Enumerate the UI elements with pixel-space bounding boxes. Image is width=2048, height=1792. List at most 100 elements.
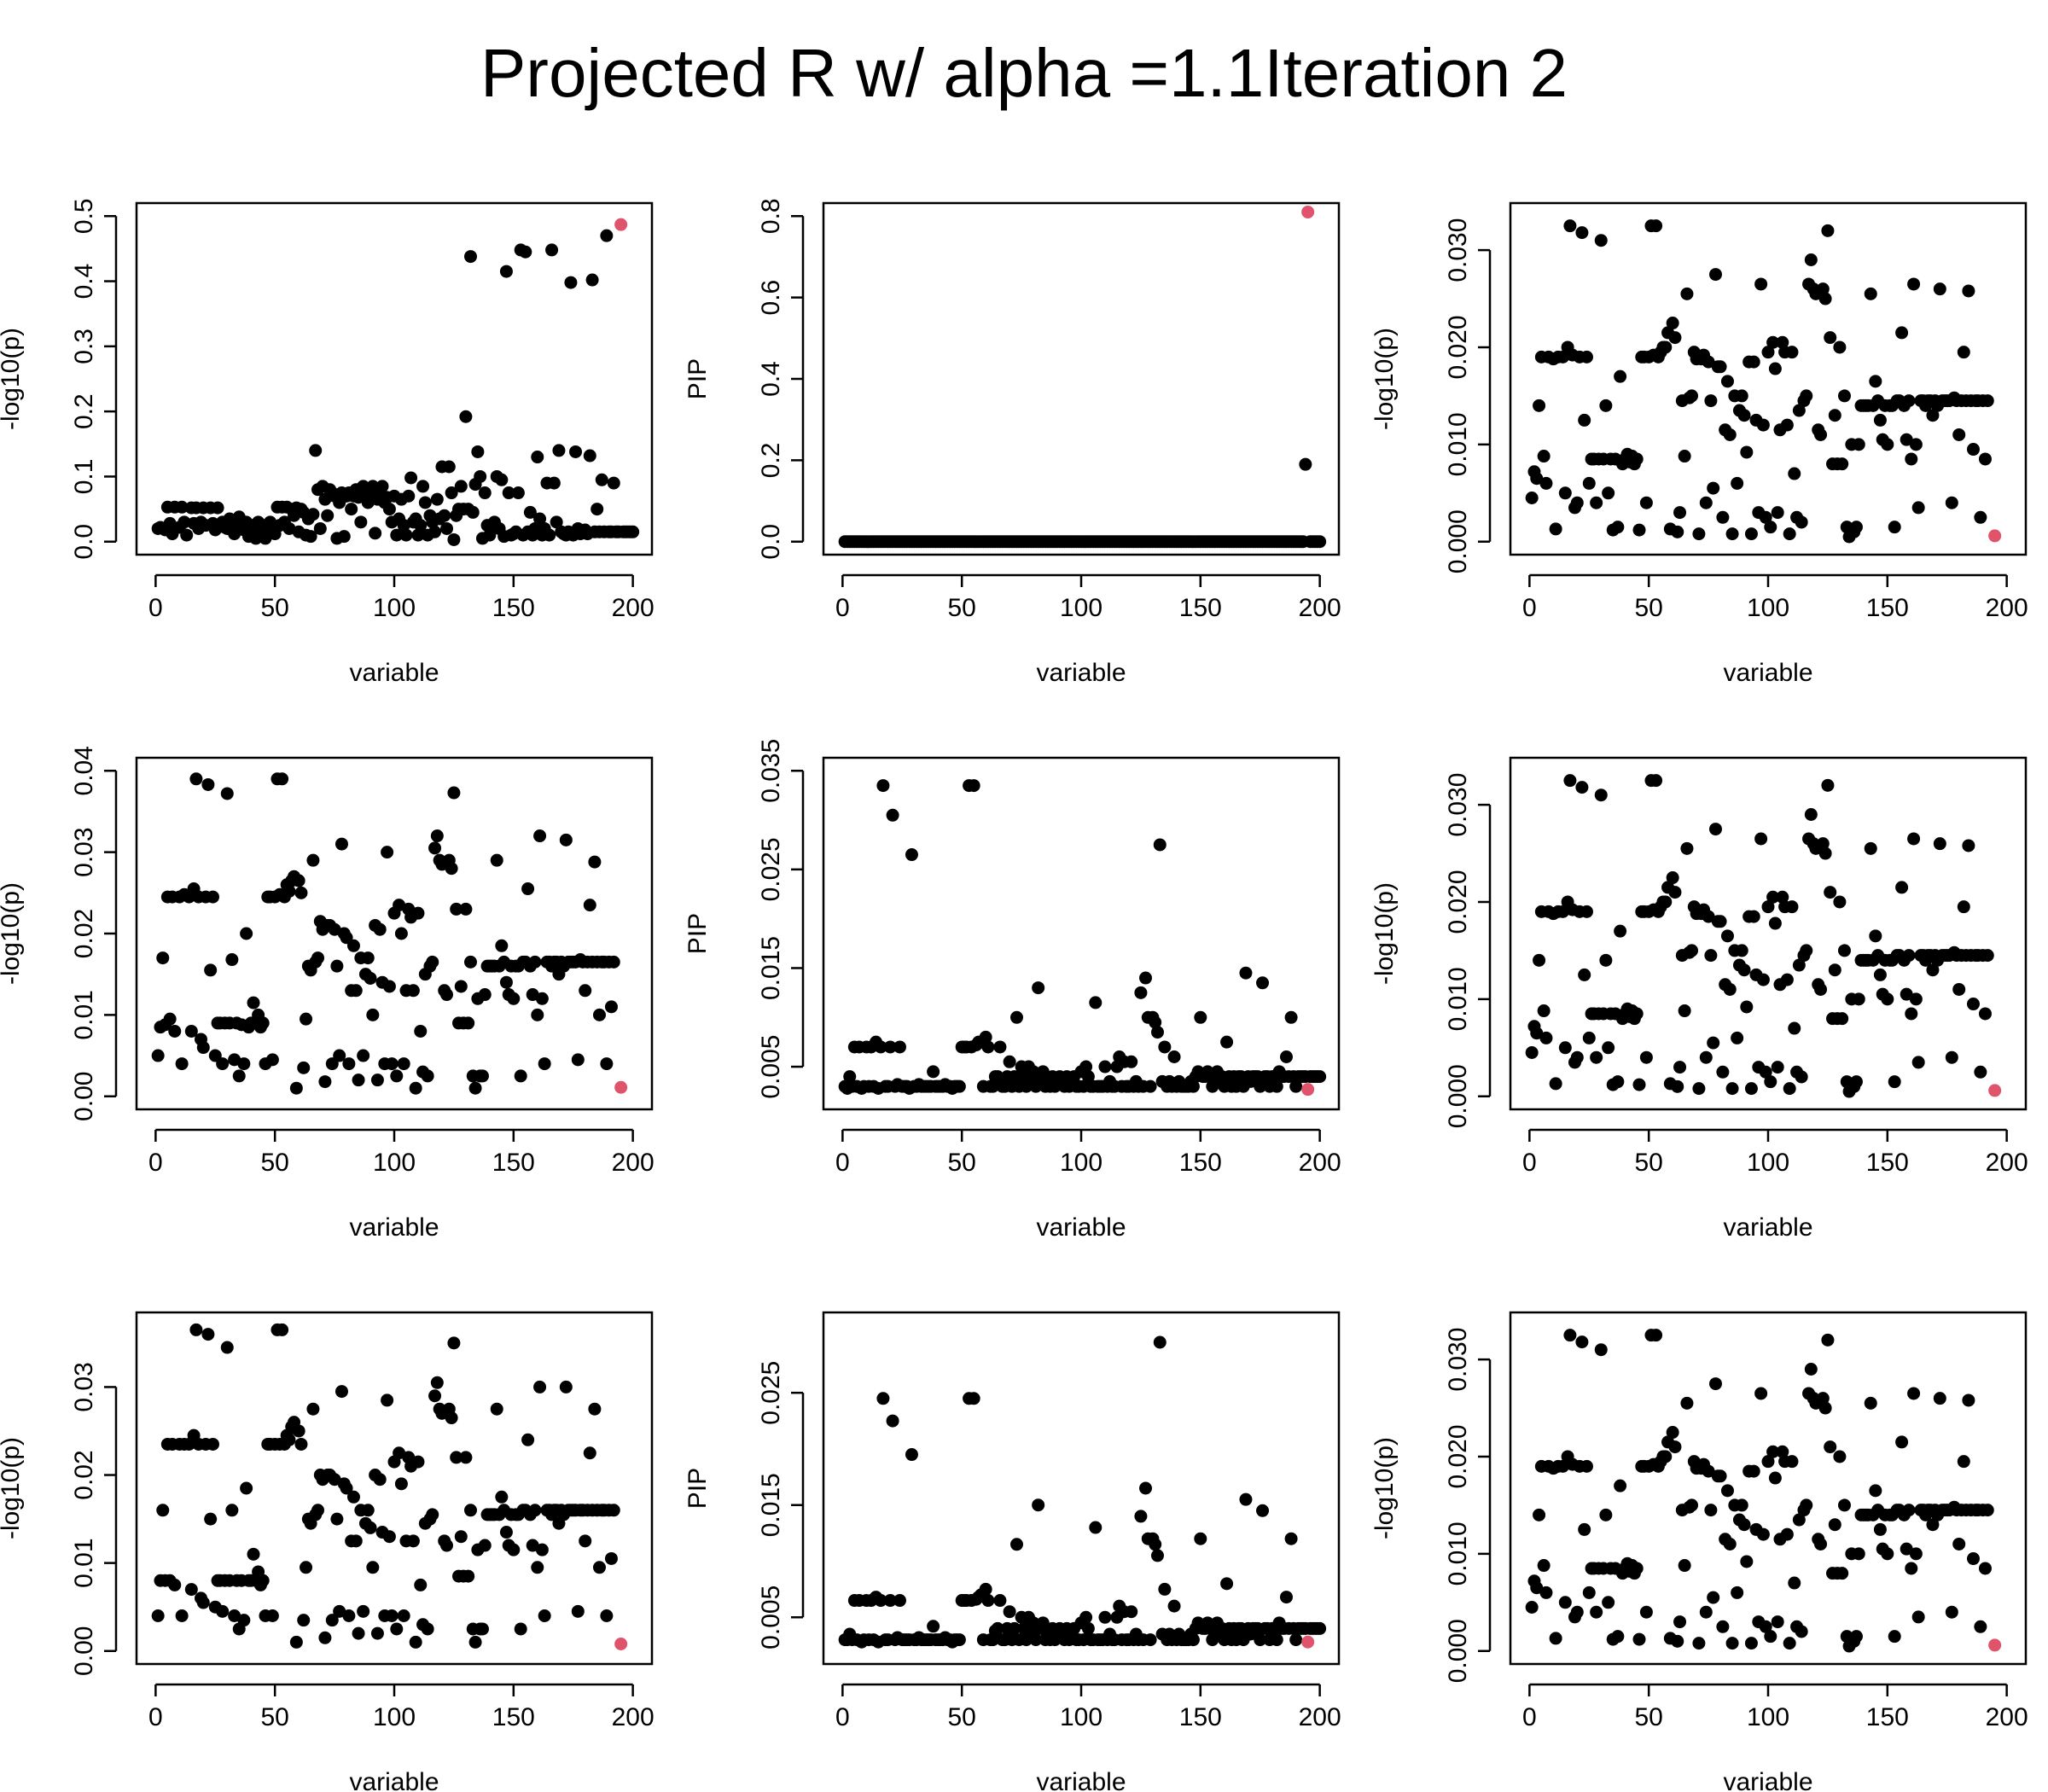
data-point <box>440 988 454 1002</box>
data-point <box>1254 1633 1267 1647</box>
data-point <box>1720 1484 1734 1498</box>
data-point <box>409 1635 422 1649</box>
x-tick-label: 100 <box>1747 1149 1789 1177</box>
y-axis-label: -log10(p) <box>0 1437 25 1539</box>
data-point <box>1720 929 1734 943</box>
data-point <box>843 1070 857 1084</box>
data-point <box>309 444 323 457</box>
data-point <box>1978 1562 1992 1575</box>
data-point <box>228 1609 241 1622</box>
data-point <box>1824 1440 1837 1454</box>
data-point <box>1539 476 1553 490</box>
plot-frame <box>135 1311 654 1666</box>
x-tick-label: 150 <box>1866 1703 1909 1731</box>
data-point <box>591 503 604 516</box>
plot-frame <box>1509 201 2028 556</box>
data-point <box>1723 982 1737 996</box>
data-point <box>1158 1040 1172 1054</box>
data-point <box>1833 340 1847 354</box>
x-tick-label: 50 <box>1634 594 1662 622</box>
x-axis-label: variable <box>1723 1768 1812 1792</box>
data-point <box>528 955 542 969</box>
data-point <box>478 988 492 1002</box>
data-point <box>993 1594 1007 1608</box>
data-point <box>550 515 563 529</box>
highlighted-point <box>614 218 628 231</box>
y-axis-label: -log10(p) <box>1370 882 1399 985</box>
data-point <box>1895 326 1909 340</box>
y-tick-label: 0.2 <box>757 443 785 479</box>
data-point <box>189 772 203 786</box>
data-point <box>1869 375 1882 388</box>
data-point <box>490 853 503 867</box>
highlighted-point <box>1988 1638 2002 1652</box>
y-tick-label: 0.0 <box>757 524 785 560</box>
data-point <box>1962 1393 1975 1407</box>
data-point <box>533 1380 547 1393</box>
data-point <box>440 1539 454 1552</box>
data-point <box>330 959 344 973</box>
data-point <box>1558 1596 1572 1609</box>
data-point <box>418 496 432 509</box>
data-point <box>1079 1610 1093 1624</box>
data-point <box>237 1614 251 1627</box>
data-point <box>1933 837 1946 851</box>
y-tick-label: 0.000 <box>1444 1064 1472 1128</box>
data-point <box>1239 1492 1253 1506</box>
data-point <box>206 890 219 904</box>
data-point <box>514 1069 527 1083</box>
data-point <box>411 906 425 920</box>
data-point <box>533 829 547 843</box>
data-point <box>1081 1621 1095 1635</box>
data-point <box>189 1323 203 1336</box>
data-point <box>1849 521 1863 534</box>
data-point <box>1081 1070 1095 1084</box>
data-point <box>1704 394 1718 408</box>
data-point <box>1692 527 1706 541</box>
data-point <box>1926 409 1940 422</box>
data-point <box>1837 1498 1851 1512</box>
y-tick-label: 0.01 <box>70 1538 98 1587</box>
data-point <box>1723 428 1737 441</box>
data-point <box>180 528 194 542</box>
data-point <box>538 1609 551 1622</box>
data-point <box>1737 409 1751 422</box>
x-tick-label: 200 <box>612 594 655 622</box>
data-point <box>1905 1562 1918 1575</box>
data-point <box>1785 346 1799 359</box>
data-point <box>397 1609 410 1622</box>
x-tick-label: 150 <box>1179 1149 1222 1177</box>
data-point <box>1279 1591 1293 1604</box>
data-point <box>1945 1605 1958 1619</box>
data-point <box>1756 1527 1770 1541</box>
scatter-panel-row1-col3: 0 50 100 150 200 variable 0.000 0.010 0.020 0.030… <box>1370 201 2028 687</box>
data-point <box>306 853 320 867</box>
data-point <box>1909 1547 1923 1561</box>
data-point <box>390 1622 404 1636</box>
data-point <box>1828 1518 1841 1532</box>
data-point <box>463 1504 477 1517</box>
data-point <box>604 1551 618 1565</box>
data-point <box>1771 1061 1784 1074</box>
data-point <box>952 1633 966 1647</box>
data-point <box>459 902 473 916</box>
data-point <box>1029 1633 1043 1647</box>
data-point <box>1525 491 1539 504</box>
data-point <box>1795 1070 1808 1084</box>
x-tick-label: 200 <box>1299 1703 1341 1731</box>
data-point <box>571 1053 585 1067</box>
data-point <box>256 1016 270 1030</box>
data-point <box>519 245 532 259</box>
x-tick-label: 150 <box>1179 1703 1222 1731</box>
data-point <box>1780 418 1794 432</box>
data-point <box>1537 1004 1551 1018</box>
data-point <box>1036 1065 1050 1079</box>
data-point <box>168 1578 182 1591</box>
data-point <box>1828 963 1841 977</box>
data-point <box>1032 1498 1045 1512</box>
data-point <box>1537 1559 1551 1573</box>
data-point <box>952 1079 966 1093</box>
highlighted-point <box>614 1080 628 1094</box>
data-point <box>373 1473 387 1487</box>
data-point <box>204 963 218 977</box>
